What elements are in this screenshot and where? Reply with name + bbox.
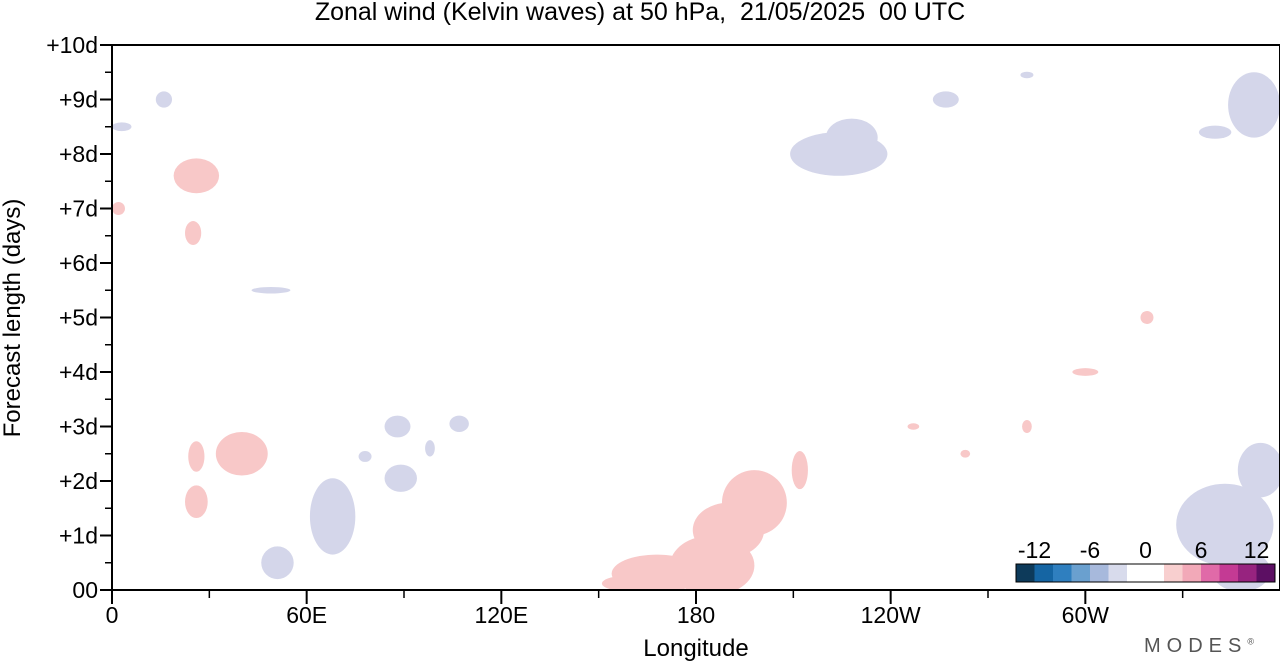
y-axis: 00 +1d +2d +3d +4d +5d +6d +7d +8d +9d +10d — [46, 32, 112, 603]
x-tick-label-4: 120W — [861, 602, 921, 628]
y-tick-label-10: +10d — [46, 32, 98, 58]
positive-anomaly-region-7 — [188, 441, 205, 472]
y-tick-label-0: 00 — [72, 577, 98, 603]
positive-anomaly-region-14 — [1022, 419, 1032, 434]
colorbar-label-0: -12 — [1018, 537, 1051, 563]
colorbar-label-4: 12 — [1244, 537, 1270, 563]
y-tick-label-8: +8d — [59, 141, 98, 167]
colorbar-swatch-3 — [1071, 564, 1090, 582]
colorbar-swatch-5 — [1108, 564, 1127, 582]
positive-anomaly-region-5 — [791, 451, 808, 490]
negative-anomaly-region-7 — [932, 91, 959, 108]
negative-anomaly-region-9 — [309, 478, 356, 555]
y-axis-title: Forecast length (days) — [0, 199, 26, 438]
positive-anomaly-region-6 — [215, 431, 268, 476]
colorbar-swatch-9 — [1182, 564, 1201, 582]
colorbar-swatch-1 — [1034, 564, 1053, 582]
positive-anomaly-region-8 — [185, 485, 208, 519]
colorbar-swatch-7 — [1145, 564, 1164, 582]
negative-anomaly-region-16 — [251, 286, 291, 294]
negative-anomaly-region-11 — [384, 415, 411, 438]
y-tick-label-6: +6d — [59, 250, 98, 276]
y-tick-label-1: +1d — [59, 523, 98, 549]
negative-anomaly-region-12 — [384, 464, 417, 492]
x-tick-label-1: 60E — [286, 602, 327, 628]
positive-anomaly-region-11 — [112, 201, 125, 216]
negative-anomaly-region-13 — [449, 415, 469, 432]
negative-anomaly-region-4 — [1198, 125, 1232, 139]
chart-title: Zonal wind (Kelvin waves) at 50 hPa, 21/… — [314, 0, 966, 26]
negative-anomaly-region-8 — [1020, 71, 1034, 79]
x-tick-label-2: 120E — [474, 602, 528, 628]
y-tick-label-2: +2d — [59, 468, 98, 494]
negative-anomaly-region-0 — [1176, 483, 1274, 566]
negative-anomaly-region-6 — [825, 118, 878, 157]
negative-anomaly-region-14 — [358, 451, 372, 462]
x-axis: 0 60E 120E 180 120W 60W — [106, 590, 1184, 628]
positive-anomaly-region-12 — [1140, 310, 1154, 325]
negative-anomaly-region-18 — [112, 122, 132, 132]
colorbar-swatch-8 — [1164, 564, 1183, 582]
colorbar-label-1: -6 — [1080, 537, 1100, 563]
colorbar-swatch-13 — [1256, 564, 1275, 582]
colorbar-frame — [1015, 563, 1276, 583]
x-tick-label-0: 0 — [106, 602, 119, 628]
colorbar-legend: -12 -6 0 6 12 — [1015, 537, 1276, 583]
x-tick-label-5: 60W — [1062, 602, 1110, 628]
positive-anomaly-region-4 — [692, 502, 765, 558]
y-tick-label-7: +7d — [59, 196, 98, 222]
colorbar-swatch-11 — [1219, 564, 1238, 582]
positive-anomaly-region-13 — [1072, 368, 1099, 376]
negative-anomaly-region-10 — [261, 546, 294, 580]
colorbar-label-3: 6 — [1195, 537, 1208, 563]
brand-logo: MODES® — [1144, 635, 1254, 657]
negative-anomaly-region-1 — [1237, 442, 1280, 498]
colorbar-swatch-12 — [1238, 564, 1257, 582]
colorbar-label-2: 0 — [1139, 537, 1152, 563]
y-tick-label-4: +4d — [59, 359, 98, 385]
y-tick-label-3: +3d — [59, 414, 98, 440]
positive-anomaly-region-9 — [173, 158, 220, 194]
colorbar-swatch-4 — [1090, 564, 1109, 582]
negative-anomaly-region-3 — [1228, 72, 1280, 138]
negative-anomaly-region-15 — [425, 440, 435, 457]
x-axis-title: Longitude — [643, 635, 748, 662]
positive-anomaly-region-16 — [907, 423, 920, 430]
x-tick-label-3: 180 — [677, 602, 715, 628]
colorbar-swatch-2 — [1053, 564, 1072, 582]
plot-frame — [111, 44, 1280, 591]
y-tick-label-5: +5d — [59, 305, 98, 331]
positive-anomaly-region-10 — [185, 221, 202, 246]
colorbar-swatch-6 — [1127, 564, 1146, 582]
colorbar-swatch-10 — [1201, 564, 1220, 582]
negative-anomaly-region-17 — [155, 91, 173, 108]
positive-anomaly-region-15 — [960, 449, 971, 458]
colorbar-swatch-0 — [1016, 564, 1035, 582]
positive-anomaly-region-2 — [601, 575, 661, 590]
y-tick-label-9: +9d — [59, 87, 98, 113]
anomaly-regions — [112, 71, 1280, 590]
